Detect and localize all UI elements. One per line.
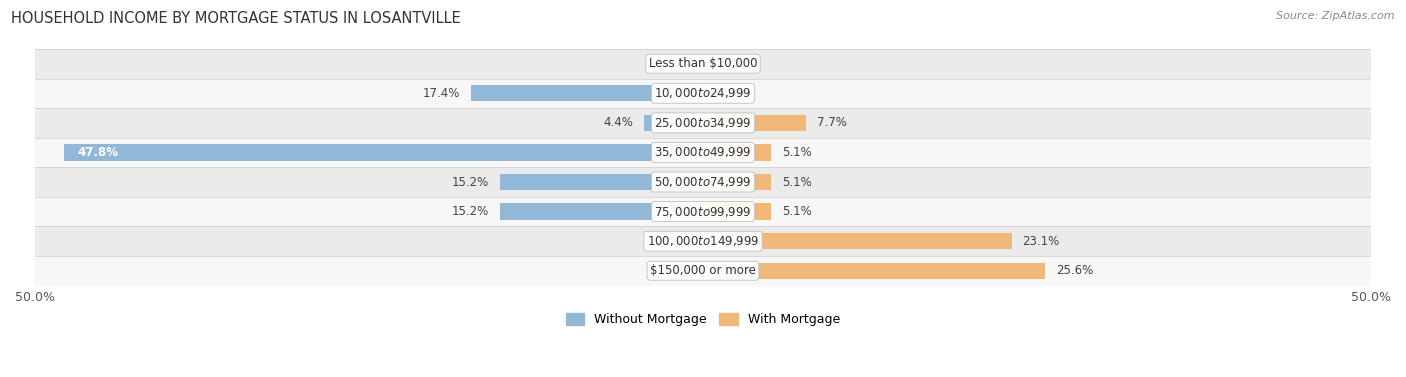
Text: 0.0%: 0.0% (714, 57, 744, 70)
Text: 17.4%: 17.4% (422, 87, 460, 100)
Text: $75,000 to $99,999: $75,000 to $99,999 (654, 205, 752, 219)
Text: 5.1%: 5.1% (782, 205, 811, 218)
Bar (35, 167, 1371, 197)
Text: 23.1%: 23.1% (1022, 234, 1060, 248)
Bar (703, 204, 770, 220)
Text: $10,000 to $24,999: $10,000 to $24,999 (654, 86, 752, 100)
Text: 7.7%: 7.7% (817, 116, 846, 129)
Text: 0.0%: 0.0% (662, 234, 692, 248)
Text: 4.4%: 4.4% (603, 116, 634, 129)
Bar (703, 144, 770, 161)
Bar (703, 115, 806, 131)
Bar (644, 115, 703, 131)
Text: 5.1%: 5.1% (782, 146, 811, 159)
Bar (35, 138, 1371, 167)
Text: 15.2%: 15.2% (451, 205, 489, 218)
Text: 0.0%: 0.0% (662, 57, 692, 70)
Bar (35, 256, 1371, 285)
Text: HOUSEHOLD INCOME BY MORTGAGE STATUS IN LOSANTVILLE: HOUSEHOLD INCOME BY MORTGAGE STATUS IN L… (11, 11, 461, 26)
Bar (501, 204, 703, 220)
Text: 47.8%: 47.8% (77, 146, 118, 159)
Bar (35, 49, 1371, 78)
Text: 5.1%: 5.1% (782, 176, 811, 188)
Bar (35, 78, 1371, 108)
Text: $35,000 to $49,999: $35,000 to $49,999 (654, 146, 752, 159)
Text: Source: ZipAtlas.com: Source: ZipAtlas.com (1277, 11, 1395, 21)
Bar (703, 233, 1011, 249)
Bar (501, 174, 703, 190)
Text: $150,000 or more: $150,000 or more (650, 264, 756, 277)
Bar (471, 85, 703, 101)
Bar (35, 226, 1371, 256)
Legend: Without Mortgage, With Mortgage: Without Mortgage, With Mortgage (561, 308, 845, 331)
Bar (35, 197, 1371, 226)
Text: 0.0%: 0.0% (714, 87, 744, 100)
Text: 15.2%: 15.2% (451, 176, 489, 188)
Bar (65, 144, 703, 161)
Text: 25.6%: 25.6% (1056, 264, 1092, 277)
Bar (35, 108, 1371, 138)
Bar (703, 263, 1045, 279)
Text: $25,000 to $34,999: $25,000 to $34,999 (654, 116, 752, 130)
Text: Less than $10,000: Less than $10,000 (648, 57, 758, 70)
Text: $100,000 to $149,999: $100,000 to $149,999 (647, 234, 759, 248)
Text: $50,000 to $74,999: $50,000 to $74,999 (654, 175, 752, 189)
Bar (703, 174, 770, 190)
Text: 0.0%: 0.0% (662, 264, 692, 277)
